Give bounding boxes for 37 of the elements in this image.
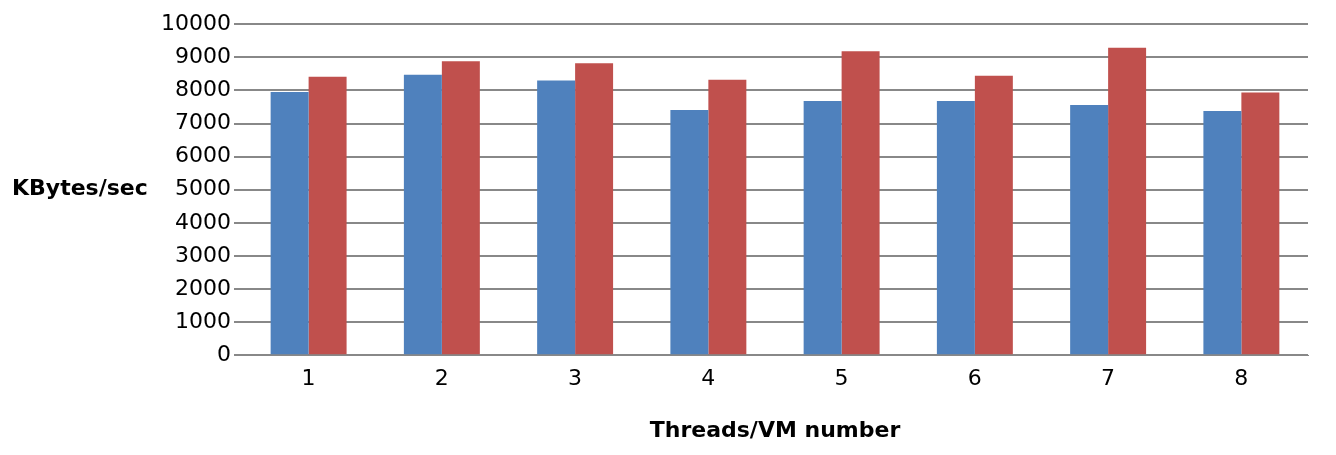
y-tick-label: 5000: [174, 175, 231, 201]
y-tick-label: 0: [216, 340, 231, 366]
y-tick-label: 7000: [174, 109, 231, 135]
y-tick-label: 10000: [160, 9, 231, 35]
bar: [803, 100, 842, 355]
x-tick-label: 4: [701, 365, 716, 391]
y-tick-label: 3000: [174, 241, 231, 267]
bar: [575, 63, 614, 355]
x-tick-label: 3: [568, 365, 583, 391]
bar: [1241, 92, 1280, 355]
x-tick-label: 1: [301, 365, 316, 391]
bar: [1108, 47, 1147, 355]
x-tick-label: 6: [967, 365, 982, 391]
x-axis-title: Threads/VM number: [649, 416, 901, 442]
x-tick-label: 8: [1234, 365, 1249, 391]
x-tick-label: 2: [434, 365, 449, 391]
bar: [308, 76, 347, 355]
bar: [1203, 110, 1242, 355]
y-axis-title: KBytes/sec: [12, 175, 148, 201]
bar: [403, 74, 442, 355]
y-tick-label: 8000: [174, 76, 231, 102]
bar: [974, 75, 1013, 355]
bar: [936, 100, 975, 355]
bar: [537, 80, 576, 355]
x-tick-label: 5: [834, 365, 849, 391]
bar: [441, 61, 480, 355]
bar: [270, 92, 309, 355]
bar: [1070, 104, 1109, 355]
bar: [670, 109, 709, 355]
x-tick-label: 7: [1101, 365, 1116, 391]
y-tick-label: 4000: [174, 208, 231, 234]
y-tick-label: 1000: [174, 307, 231, 333]
y-tick-label: 6000: [174, 142, 231, 168]
y-tick-label: 9000: [174, 43, 231, 69]
bar: [841, 51, 880, 355]
y-tick-label: 2000: [174, 274, 231, 300]
bar: [708, 79, 747, 355]
